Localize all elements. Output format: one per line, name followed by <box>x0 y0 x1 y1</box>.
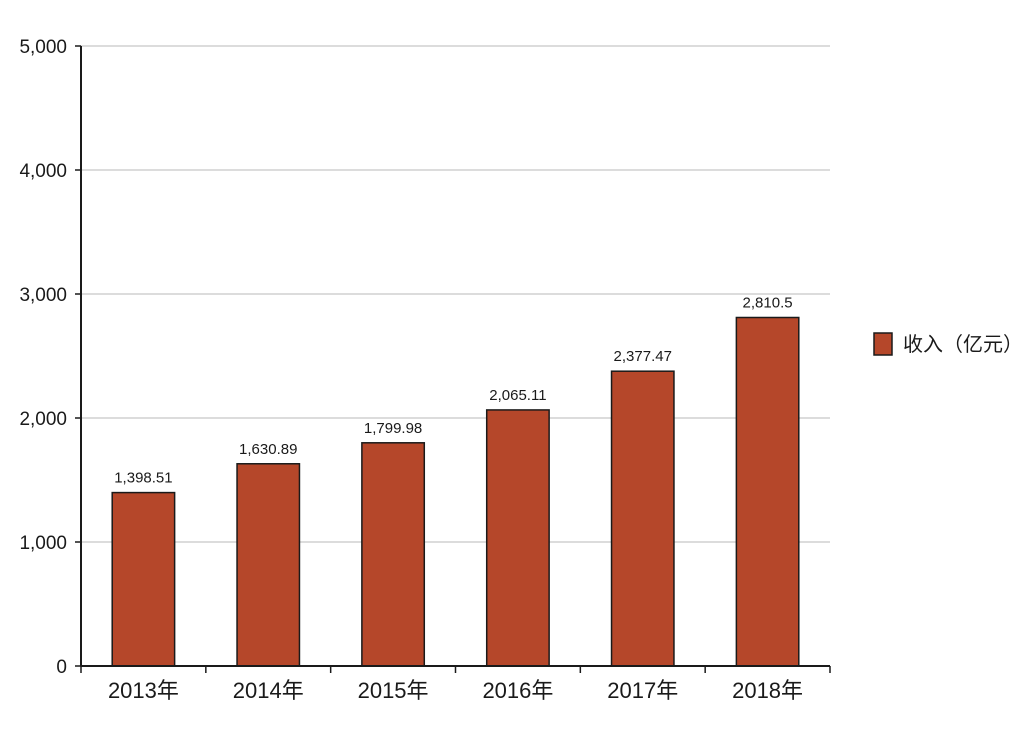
axes <box>80 46 830 667</box>
y-tick-label: 3,000 <box>19 285 67 306</box>
x-tick-label: 2016年 <box>482 678 553 703</box>
legend-swatch <box>873 332 893 356</box>
y-tick-label: 2,000 <box>19 409 67 430</box>
data-label: 1,799.98 <box>364 420 422 437</box>
y-tick-label: 1,000 <box>19 533 67 554</box>
data-label: 2,810.5 <box>743 294 793 311</box>
data-labels: 1,398.51 1,630.89 1,799.98 2,065.11 2,377.47… <box>114 294 792 486</box>
bar <box>735 316 800 667</box>
bar <box>485 409 550 667</box>
y-tick-label: 0 <box>56 657 67 678</box>
legend: 收入（亿元） <box>873 332 1016 356</box>
data-label: 1,630.89 <box>239 441 297 458</box>
x-axis-ticks: 2013年 2014年 2015年 2016年 2017年 2018年 <box>80 666 831 703</box>
bar <box>236 463 301 667</box>
data-label: 2,377.47 <box>614 348 672 365</box>
x-tick-label: 2013年 <box>108 678 179 703</box>
y-tick-label: 5,000 <box>19 37 67 58</box>
x-tick-label: 2018年 <box>732 678 803 703</box>
y-axis-ticks: 0 1,000 2,000 3,000 4,000 5,000 <box>19 37 81 678</box>
gridlines <box>81 45 830 543</box>
bar <box>610 370 675 667</box>
legend-label: 收入（亿元） <box>903 333 1016 356</box>
x-tick-label: 2014年 <box>233 678 304 703</box>
bars <box>111 316 800 667</box>
data-label: 1,398.51 <box>114 470 172 487</box>
y-tick-label: 4,000 <box>19 161 67 182</box>
x-tick-label: 2015年 <box>358 678 429 703</box>
bar <box>111 491 176 667</box>
x-tick-label: 2017年 <box>607 678 678 703</box>
data-label: 2,065.11 <box>489 387 546 404</box>
bar <box>361 442 426 667</box>
